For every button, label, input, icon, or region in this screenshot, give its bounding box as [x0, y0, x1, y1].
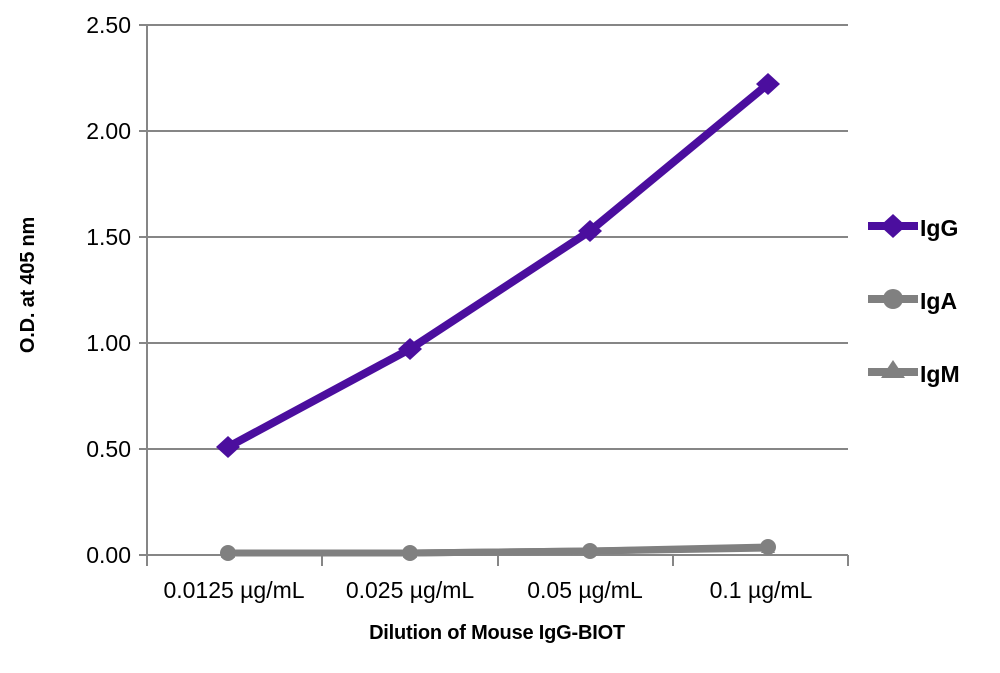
legend-label-iga: IgA: [920, 288, 957, 314]
series-igg-marker-2: [578, 220, 602, 242]
y-tick-label-0.50: 0.50: [86, 436, 131, 462]
y-tick-label-0.00: 0.00: [86, 542, 131, 568]
legend-label-igg: IgG: [920, 215, 958, 241]
x-tick-label-2: 0.05 µg/mL: [527, 577, 643, 603]
x-tick-label-3: 0.1 µg/mL: [710, 577, 813, 603]
series-igg-line: [226, 80, 771, 451]
series-iga-marker-1: [402, 545, 418, 561]
y-tick-label-2.50: 2.50: [86, 12, 131, 38]
legend-label-igm: IgM: [920, 361, 960, 387]
series-iga: [220, 539, 776, 561]
x-tick-label-0: 0.0125 µg/mL: [163, 577, 304, 603]
triangle-icon: [881, 360, 905, 378]
legend-entry-igg[interactable]: IgG: [868, 214, 958, 241]
series-igg-marker-1: [398, 338, 422, 360]
y-axis-ticks: [139, 24, 147, 556]
gridlines: [147, 24, 848, 450]
y-tick-label-1.00: 1.00: [86, 330, 131, 356]
circle-icon: [883, 289, 903, 309]
x-axis-ticks: [146, 555, 849, 566]
x-tick-label-1: 0.025 µg/mL: [346, 577, 475, 603]
diamond-icon: [880, 214, 906, 238]
y-axis-tick-labels: 2.50 2.00 1.50 1.00 0.50 0.00: [86, 12, 131, 568]
series-iga-marker-2: [582, 543, 598, 559]
y-tick-label-1.50: 1.50: [86, 224, 131, 250]
x-axis-tick-labels: 0.0125 µg/mL 0.025 µg/mL 0.05 µg/mL 0.1 …: [163, 577, 812, 603]
series-igg-marker-3: [756, 73, 780, 95]
series-igg-marker-0: [216, 436, 240, 458]
series-iga-marker-0: [220, 545, 236, 561]
legend-entry-igm[interactable]: IgM: [868, 360, 960, 387]
series-iga-line: [228, 543, 769, 557]
chart-legend: IgG IgA IgM: [868, 214, 960, 387]
y-tick-label-2.00: 2.00: [86, 118, 131, 144]
series-igg: [216, 73, 780, 458]
x-axis-title: Dilution of Mouse IgG-BIOT: [369, 622, 625, 644]
series-iga-marker-3: [760, 539, 776, 555]
y-axis-title: O.D. at 405 nm: [17, 217, 39, 353]
legend-entry-iga[interactable]: IgA: [868, 288, 957, 314]
